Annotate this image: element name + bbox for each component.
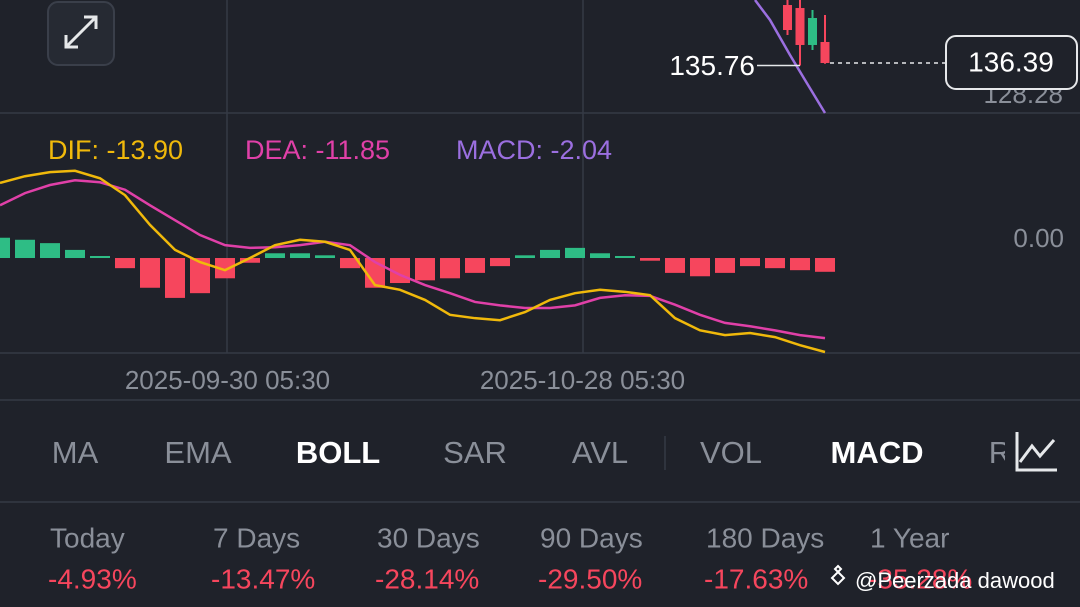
histogram-bar [415,258,435,281]
histogram-bar [540,249,560,259]
band-line [754,0,827,114]
legend-entry: MACD: -2.04 [456,135,612,165]
dea-line [0,179,826,340]
indicator-tab[interactable]: EMA [164,435,232,470]
period-label: 90 Days [540,522,643,553]
indicator-tab[interactable]: BOLL [296,435,380,470]
histogram-bar [740,258,760,267]
histogram-bar [715,258,735,273]
indicator-tab[interactable]: SAR [443,435,507,470]
period-change: -13.47% [211,563,315,594]
dif-line [0,169,826,354]
legend-entry: DIF: -13.90 [48,135,183,165]
histogram-bar [115,258,135,269]
histogram-bar [190,258,210,294]
histogram-bar [340,258,360,269]
histogram-bar [315,255,335,259]
histogram-bar [615,255,635,259]
histogram-bar [40,243,60,259]
candle-body [795,8,805,45]
histogram-bar [640,258,660,261]
low-label: 135.76 [669,50,755,81]
histogram-bar [665,258,685,273]
legend-entry: DEA: -11.85 [245,135,390,165]
x-tick-label: 2025-10-28 05:30 [480,365,685,395]
histogram-bar [515,255,535,259]
panel-grid [0,0,1080,503]
histogram-bar [690,258,710,277]
period-change: -17.63% [704,563,808,594]
period-change: -28.14% [375,563,479,594]
period-changes: Today -4.93% 7 Days -13.47% 30 Days -28.14% 90… [48,522,972,594]
indicator-tab[interactable]: MACD [831,435,924,470]
histogram-bar [215,258,235,279]
histogram-bar [465,258,485,273]
last-price-label: 136.39 [968,46,1054,77]
histogram-bar [240,258,260,263]
histogram-bar [815,258,835,272]
histogram-bar [65,249,85,259]
expand-button[interactable] [47,1,115,66]
histogram-bar [140,258,160,288]
watermark-text: @Peerzada dawood [855,568,1055,593]
candle-body [808,18,817,45]
histogram-bar [590,253,610,259]
histogram-bar [165,258,185,298]
histogram-bar [565,247,585,259]
indicator-tab[interactable]: AVL [572,435,628,470]
macd-panel: 0.00 2025-09-30 05:30 2025-10-28 05:30 DIF:… [0,135,1064,395]
histogram-bar [765,258,785,269]
histogram-bar [490,258,510,267]
chart-settings-icon[interactable] [1005,425,1080,480]
candle-body [820,41,830,63]
period-label: 1 Year [870,522,949,553]
period-change: -35.28% [868,563,972,594]
x-tick-label: 2025-09-30 05:30 [125,365,330,395]
histogram-bar [15,239,35,259]
histogram-bar [440,258,460,279]
histogram-bar [0,237,10,259]
indicator-tab[interactable]: MA [52,435,99,470]
last-price-box [945,34,1078,90]
watermark: @Peerzada dawood [830,564,1055,593]
period-change: -29.50% [538,563,642,594]
period-label: 180 Days [706,522,824,553]
histogram-bar [265,253,285,259]
histogram-bar [90,255,110,259]
histogram-bar [790,258,810,271]
indicator-tabs: MA EMA BOLL SAR AVL VOL MACD R [52,435,1011,470]
y-tick-label: 0.00 [1013,223,1064,253]
period-label: Today [50,522,125,553]
candle-body [783,5,792,31]
indicator-tab[interactable]: VOL [700,435,762,470]
period-label: 7 Days [213,522,300,553]
histogram-bar [290,253,310,259]
period-change: -4.93% [48,563,137,594]
period-label: 30 Days [377,522,480,553]
